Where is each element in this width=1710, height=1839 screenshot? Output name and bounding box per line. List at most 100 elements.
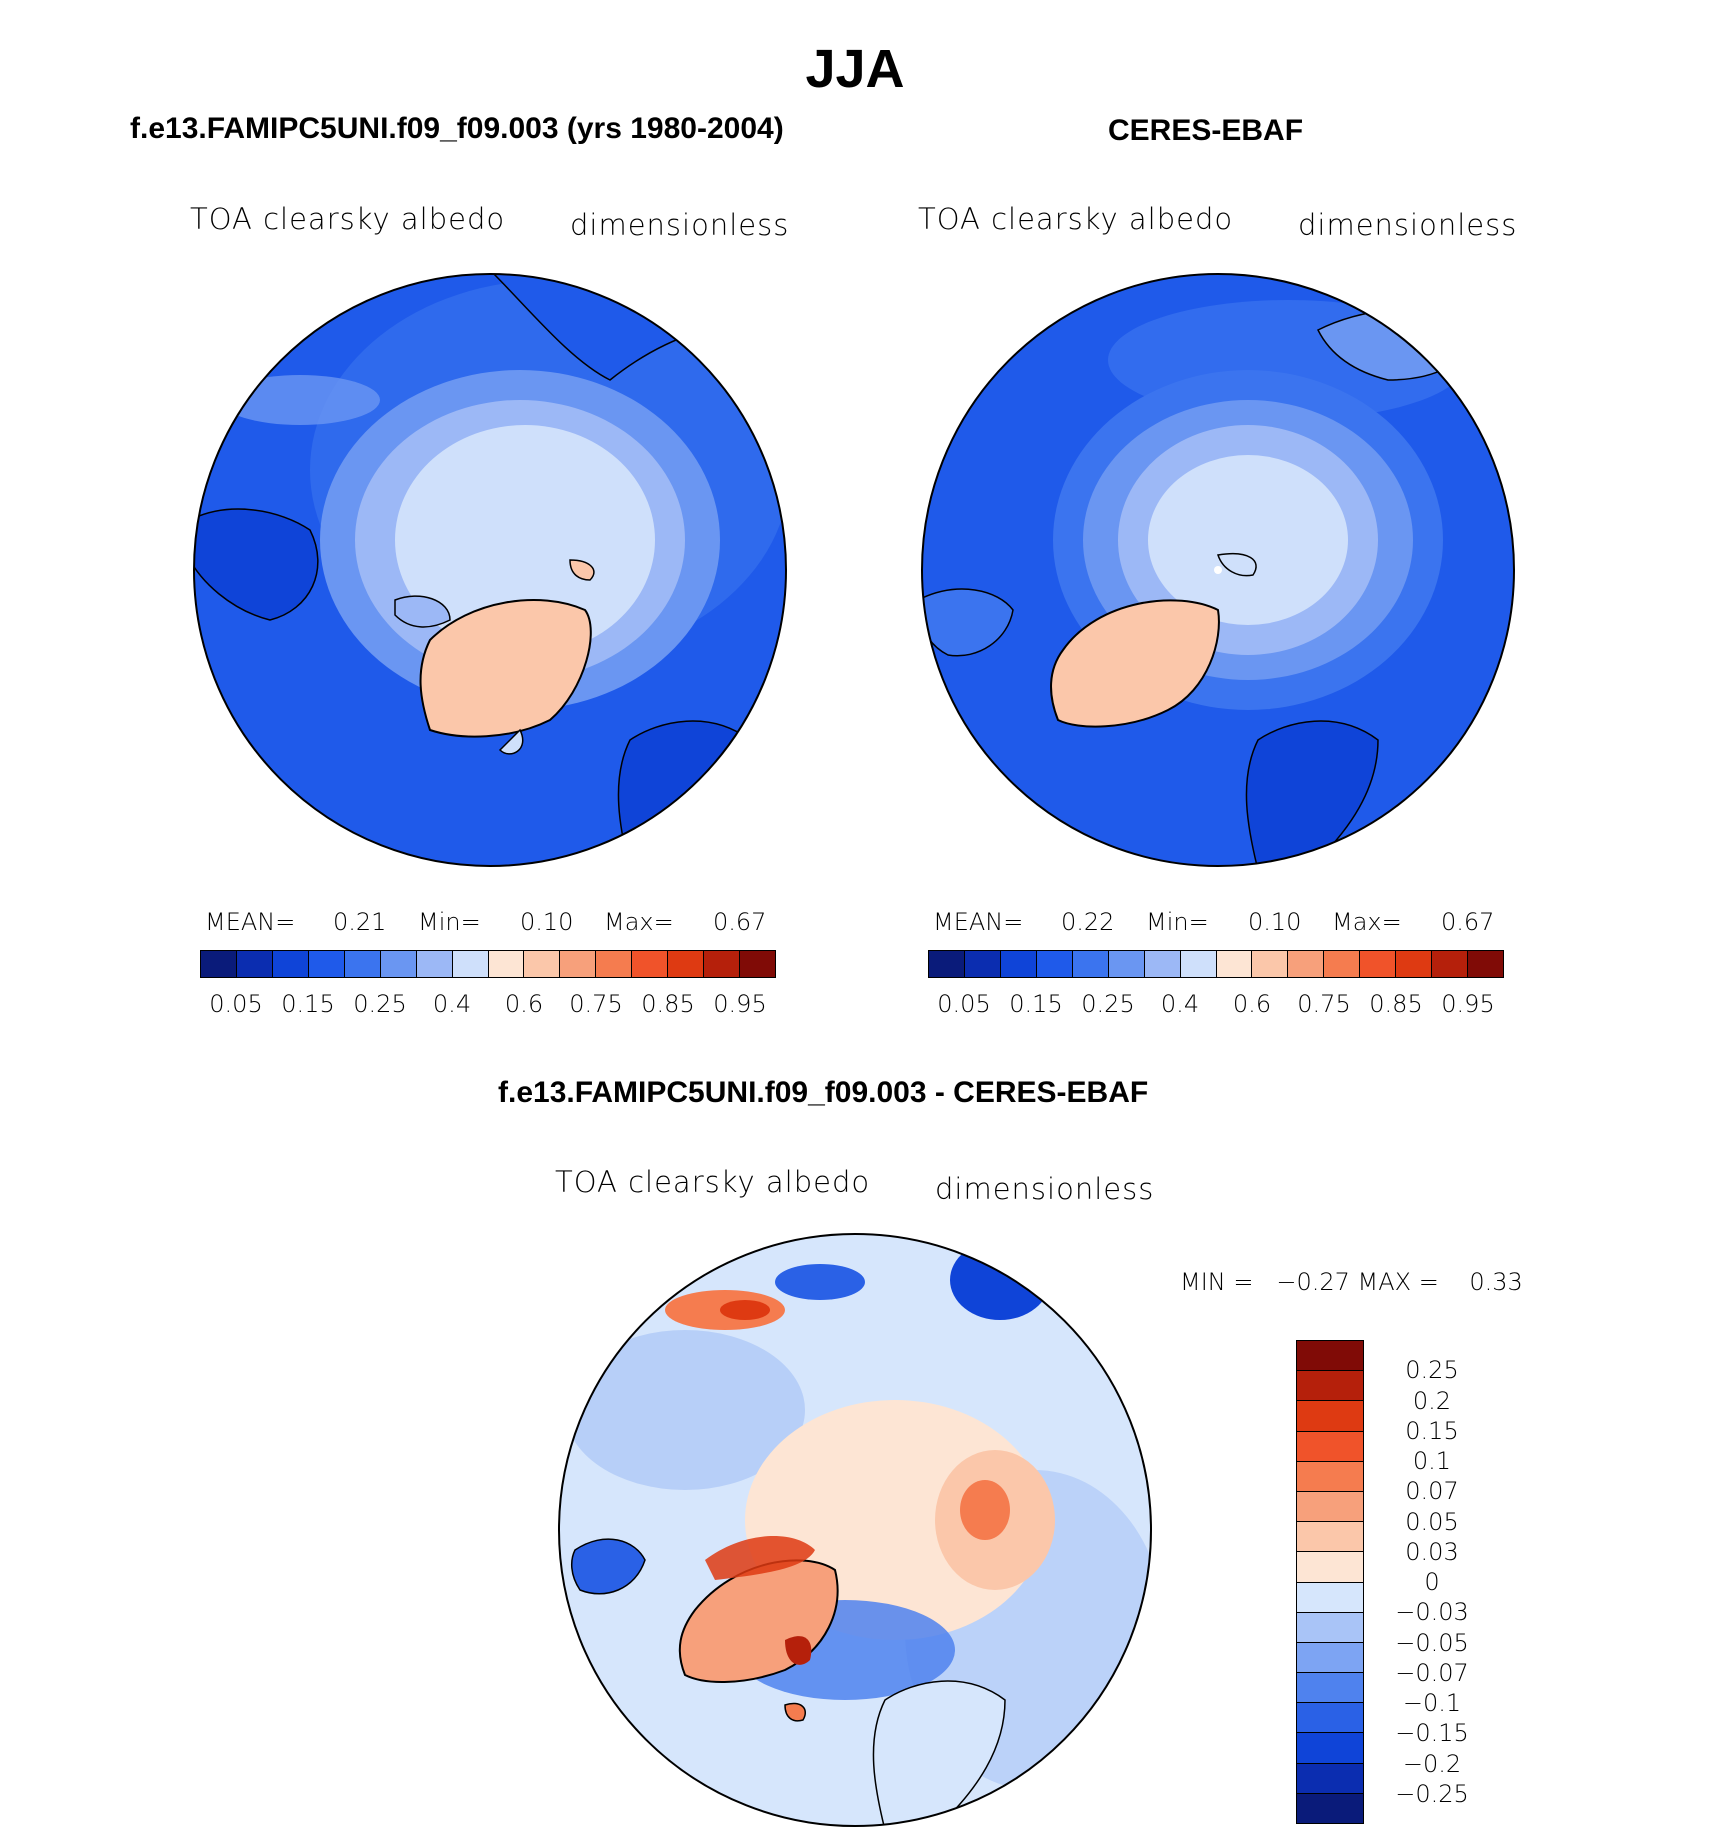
model-min-value: 0.10	[520, 908, 574, 936]
model-max-value: 0.67	[713, 908, 767, 936]
colorbar-swatch	[1036, 951, 1073, 977]
colorbar-swatch	[1072, 951, 1109, 977]
colorbar-tick-label: 0.07	[1405, 1477, 1459, 1506]
colorbar-tick-label: −0.15	[1395, 1719, 1469, 1748]
colorbar-tick-label: 0.6	[504, 990, 544, 1018]
colorbar-swatch	[1297, 1461, 1363, 1492]
obs-colorbar	[928, 950, 1504, 978]
colorbar-swatch	[1297, 1401, 1363, 1432]
obs-polar-map	[921, 273, 1515, 867]
colorbar-tick-label: 0.03	[1405, 1537, 1459, 1566]
colorbar-tick-label: −0.05	[1395, 1628, 1469, 1657]
colorbar-swatch	[1297, 1582, 1363, 1613]
colorbar-swatch	[1297, 1371, 1363, 1402]
figure-title: JJA	[805, 39, 905, 99]
colorbar-tick-label: 0.15	[1009, 990, 1063, 1018]
colorbar-swatch	[1297, 1431, 1363, 1462]
model-units-label: dimensionless	[570, 208, 790, 242]
colorbar-tick-label: 0.95	[713, 990, 767, 1018]
colorbar-swatch	[632, 951, 669, 977]
colorbar-tick-label: 0.4	[432, 990, 472, 1018]
colorbar-tick-label: −0.1	[1402, 1689, 1462, 1717]
obs-mean-value: 0.22	[1061, 908, 1115, 936]
colorbar-swatch	[560, 951, 597, 977]
colorbar-tick-label: 0.85	[641, 990, 695, 1018]
model-variable-label: TOA clearsky albedo	[190, 202, 506, 236]
model-polar-map	[193, 273, 787, 867]
colorbar-swatch	[380, 951, 417, 977]
model-mean-label: MEAN=	[205, 908, 296, 936]
colorbar-swatch	[929, 951, 965, 977]
colorbar-swatch	[1297, 1552, 1363, 1583]
colorbar-swatch	[1396, 951, 1433, 977]
colorbar-tick-label: 0.75	[1297, 990, 1351, 1018]
colorbar-swatch	[1108, 951, 1145, 977]
colorbar-tick-label: 0.95	[1441, 990, 1495, 1018]
model-colorbar	[200, 950, 776, 978]
colorbar-swatch	[1297, 1793, 1363, 1823]
colorbar-tick-label: 0.25	[353, 990, 407, 1018]
colorbar-tick-label: 0.6	[1232, 990, 1272, 1018]
diff-minmax-label: MIN = −0.27 MAX = 0.33	[1180, 1268, 1523, 1296]
colorbar-swatch	[201, 951, 237, 977]
colorbar-tick-label: −0.2	[1402, 1749, 1462, 1778]
model-max-label: Max=	[604, 908, 674, 936]
colorbar-tick-label: 0.25	[1405, 1356, 1459, 1385]
colorbar-swatch	[452, 951, 489, 977]
colorbar-tick-label: 0.4	[1160, 990, 1200, 1018]
colorbar-tick-label: 0.75	[569, 990, 623, 1018]
obs-variable-label: TOA clearsky albedo	[918, 202, 1234, 236]
model-mean-value: 0.21	[333, 908, 387, 936]
colorbar-swatch	[1297, 1733, 1363, 1764]
colorbar-swatch	[272, 951, 309, 977]
colorbar-swatch	[236, 951, 273, 977]
colorbar-swatch	[1324, 951, 1361, 977]
colorbar-swatch	[1297, 1612, 1363, 1643]
diff-panel-title: f.e13.FAMIPC5UNI.f09_f09.003 - CERES-EBA…	[498, 1076, 1149, 1109]
colorbar-swatch	[1432, 951, 1469, 977]
model-colorbar-ticks: 0.05 0.15 0.25 0.4 0.6 0.75 0.85 0.95	[200, 990, 776, 1020]
colorbar-swatch	[1000, 951, 1037, 977]
obs-mean-label: MEAN=	[933, 908, 1024, 936]
colorbar-tick-label: 0.15	[1405, 1416, 1459, 1445]
colorbar-swatch	[308, 951, 345, 977]
colorbar-swatch	[964, 951, 1001, 977]
colorbar-tick-label: 0	[1424, 1568, 1440, 1596]
colorbar-swatch	[1252, 951, 1289, 977]
model-min-label: Min=	[418, 908, 481, 936]
obs-min-value: 0.10	[1248, 908, 1302, 936]
colorbar-swatch	[1216, 951, 1253, 977]
colorbar-tick-label: 0.25	[1081, 990, 1135, 1018]
diff-polar-map	[558, 1233, 1152, 1827]
diff-units-label: dimensionless	[935, 1172, 1155, 1206]
obs-units-label: dimensionless	[1298, 208, 1518, 242]
colorbar-swatch	[1180, 951, 1217, 977]
colorbar-tick-label: 0.15	[281, 990, 335, 1018]
colorbar-swatch	[488, 951, 525, 977]
colorbar-swatch	[1297, 1642, 1363, 1674]
colorbar-tick-label: 0.85	[1369, 990, 1423, 1018]
obs-max-label: Max=	[1332, 908, 1402, 936]
diff-variable-label: TOA clearsky albedo	[555, 1165, 871, 1199]
colorbar-tick-label: −0.25	[1395, 1779, 1469, 1808]
diff-colorbar-ticks: 0.25 0.2 0.15 0.1 0.07 0.05 0.03 0 −0.03 −0.05 −0.…	[1372, 1340, 1492, 1824]
colorbar-tick-label: 0.2	[1412, 1386, 1452, 1415]
colorbar-swatch	[1297, 1491, 1363, 1523]
colorbar-tick-label: 0.1	[1412, 1447, 1452, 1475]
colorbar-swatch	[668, 951, 705, 977]
colorbar-swatch	[704, 951, 741, 977]
colorbar-swatch	[344, 951, 381, 977]
obs-colorbar-ticks: 0.05 0.15 0.25 0.4 0.6 0.75 0.85 0.95	[928, 990, 1504, 1020]
colorbar-swatch	[596, 951, 633, 977]
colorbar-swatch	[1288, 951, 1325, 977]
colorbar-swatch	[740, 951, 775, 977]
colorbar-tick-label: 0.05	[1405, 1507, 1459, 1536]
colorbar-swatch	[1297, 1763, 1363, 1794]
colorbar-tick-label: −0.07	[1395, 1658, 1469, 1687]
colorbar-swatch	[1297, 1341, 1363, 1372]
colorbar-tick-label: 0.05	[937, 990, 991, 1018]
diff-colorbar	[1296, 1340, 1364, 1824]
colorbar-tick-label: −0.03	[1395, 1598, 1469, 1627]
colorbar-swatch	[1468, 951, 1503, 977]
colorbar-swatch	[1297, 1522, 1363, 1553]
